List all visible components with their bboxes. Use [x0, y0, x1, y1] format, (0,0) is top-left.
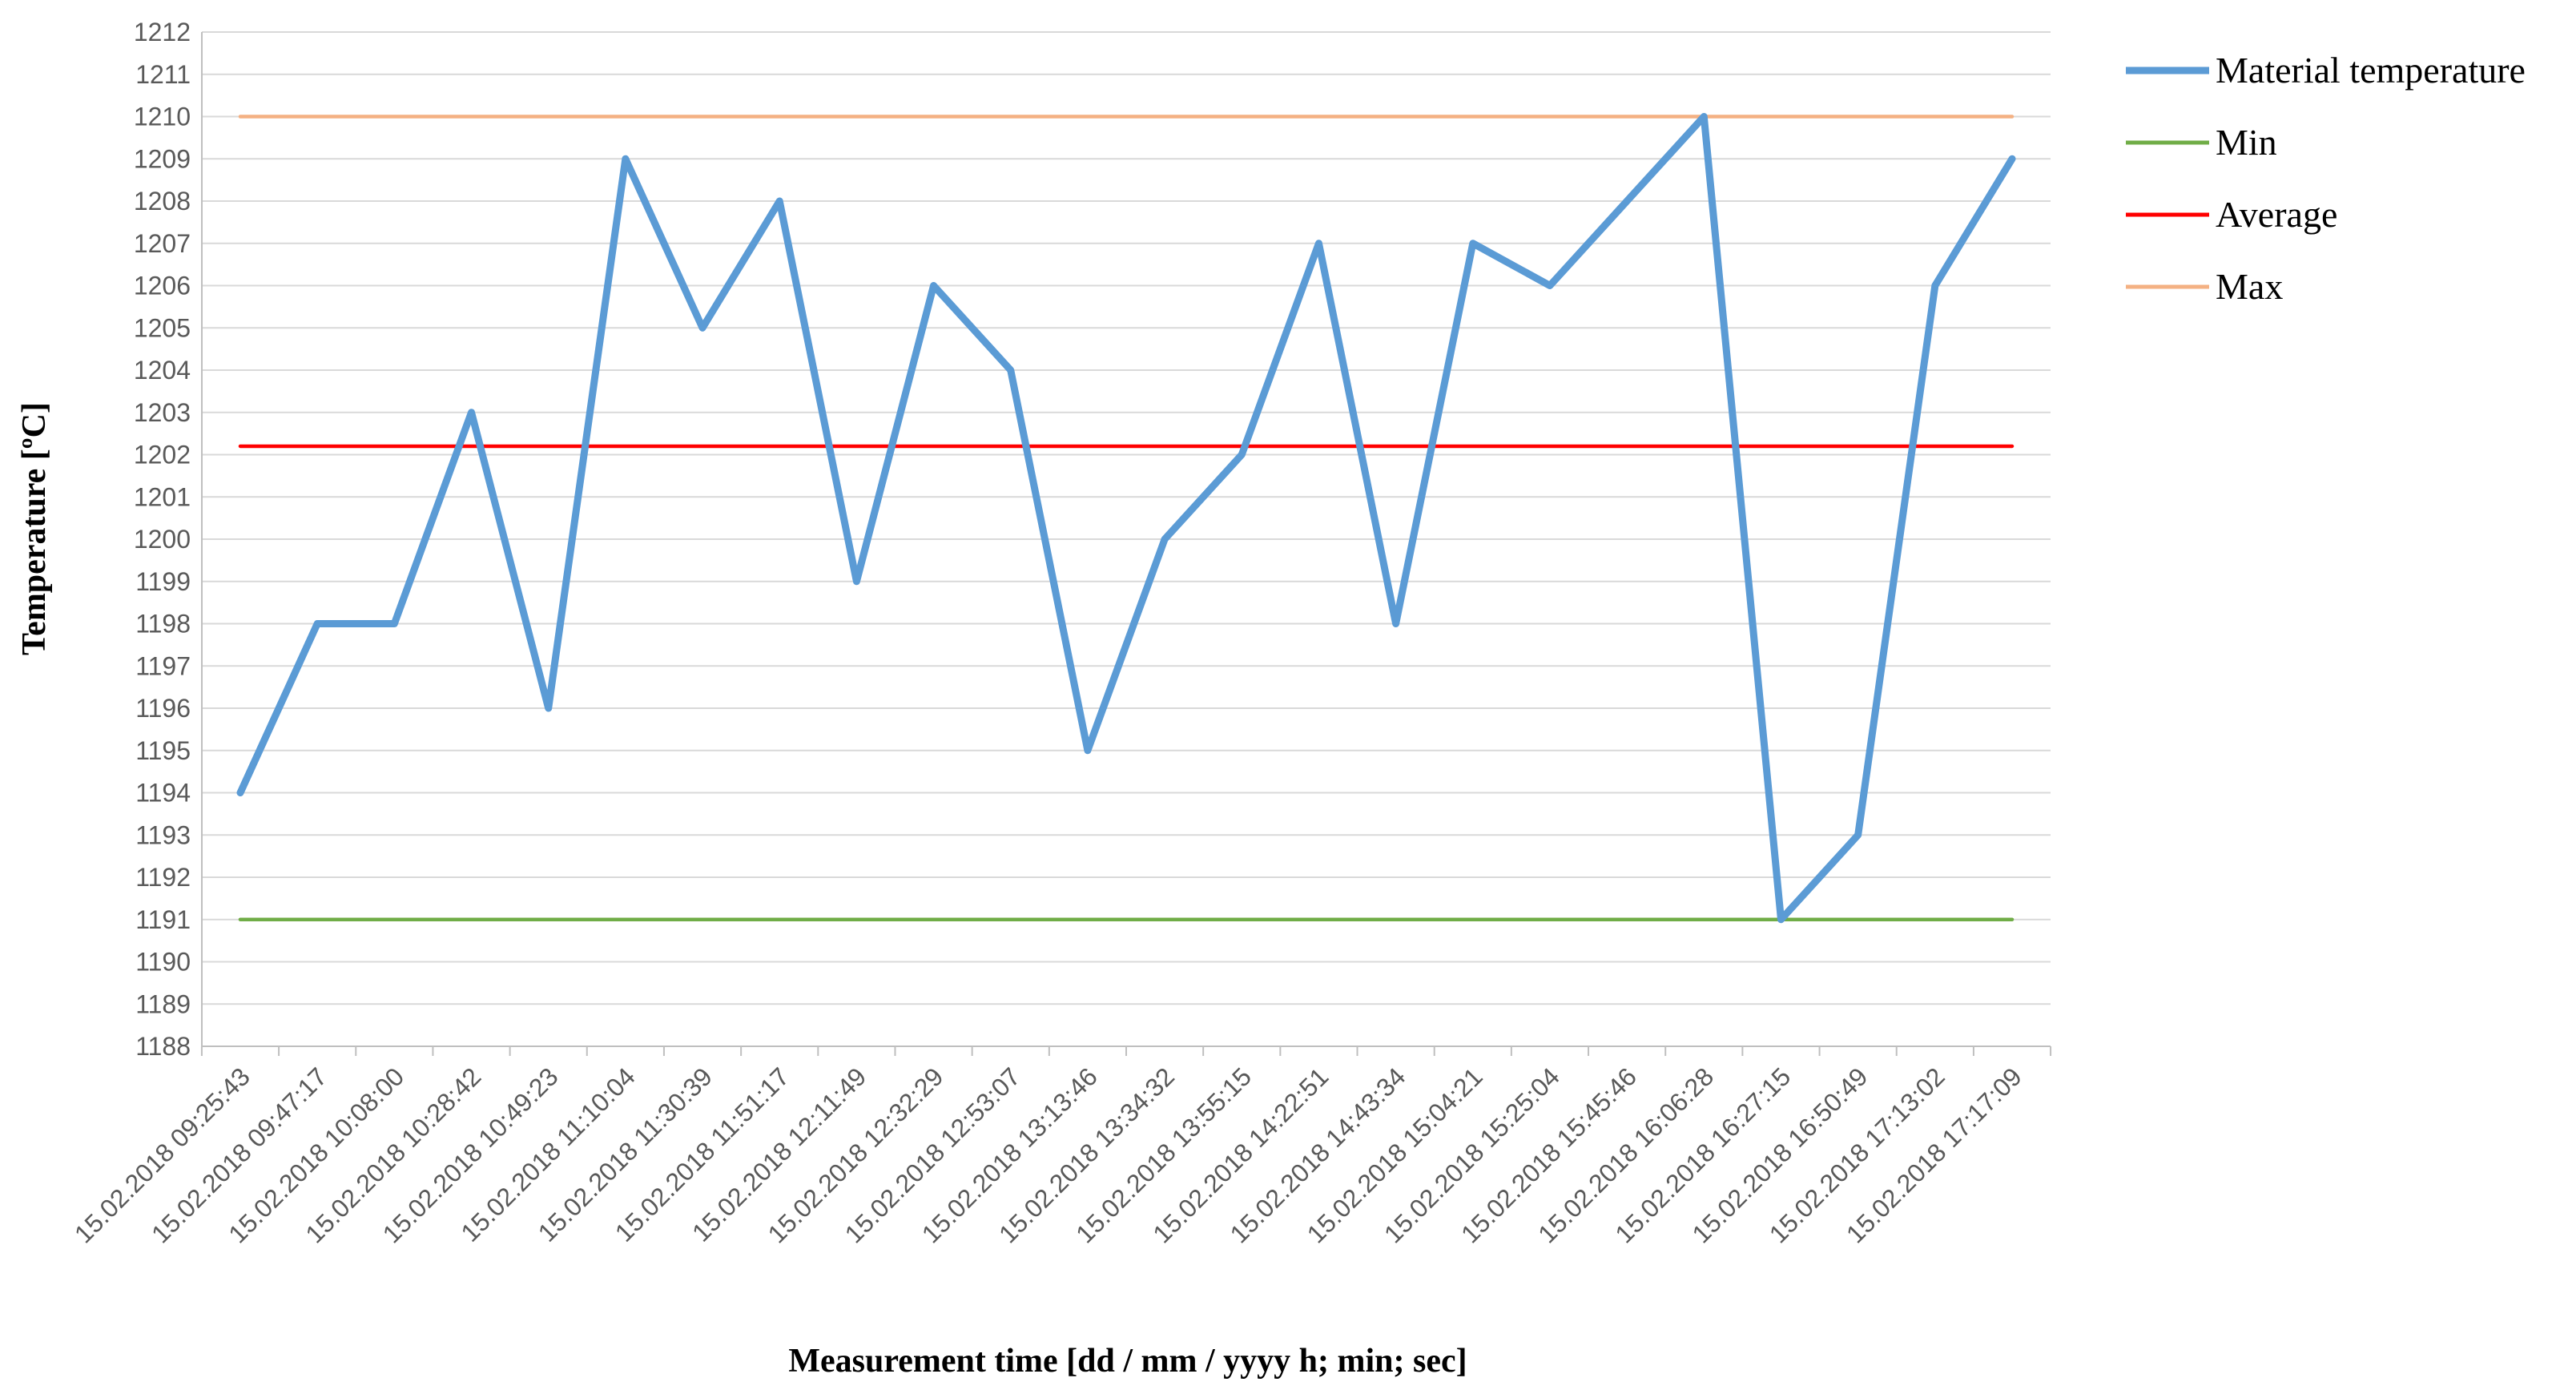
y-tick-label: 1188: [135, 1032, 191, 1061]
y-tick-label: 1194: [135, 779, 191, 808]
y-tick-label: 1189: [135, 989, 191, 1018]
axes: [200, 32, 2052, 1056]
y-tick-label: 1195: [135, 736, 191, 765]
series-lines: [236, 113, 2016, 924]
y-tick-label: 1206: [134, 272, 191, 300]
y-tick-label: 1209: [134, 144, 191, 173]
legend-label: Max: [2216, 266, 2283, 307]
y-tick-label: 1193: [135, 820, 191, 849]
y-tick-label: 1196: [135, 694, 191, 723]
x-axis-title: Measurement time [dd / mm / yyyy h; min;…: [788, 1343, 1467, 1380]
y-tick-label: 1190: [135, 948, 191, 977]
y-tick-label: 1198: [135, 610, 191, 639]
series-line-material-temperature: [236, 113, 2016, 924]
y-tick-label: 1191: [135, 905, 191, 934]
y-axis-ticks: 1188 1189 1190 1191 1192 1193 1194 1195 1196 1197…: [134, 18, 191, 1061]
y-tick-label: 1208: [134, 187, 191, 216]
y-tick-label: 1205: [134, 313, 191, 342]
legend-label: Average: [2216, 194, 2337, 235]
y-tick-label: 1199: [135, 567, 191, 596]
legend: Material temperature Min Average Max: [2126, 50, 2526, 307]
y-axis-title: Temperature [ºC]: [16, 402, 53, 655]
y-tick-label: 1202: [134, 441, 191, 469]
y-tick-label: 1201: [134, 482, 191, 511]
legend-label: Min: [2216, 122, 2277, 163]
y-tick-label: 1207: [134, 229, 191, 258]
y-tick-label: 1204: [134, 356, 191, 385]
y-tick-label: 1197: [135, 651, 191, 680]
y-tick-label: 1192: [135, 863, 191, 892]
legend-label: Material temperature: [2216, 50, 2526, 91]
y-tick-label: 1211: [135, 60, 191, 89]
y-tick-label: 1200: [134, 525, 191, 554]
y-tick-label: 1212: [134, 18, 191, 46]
y-tick-label: 1203: [134, 398, 191, 427]
y-tick-label: 1210: [134, 103, 191, 131]
